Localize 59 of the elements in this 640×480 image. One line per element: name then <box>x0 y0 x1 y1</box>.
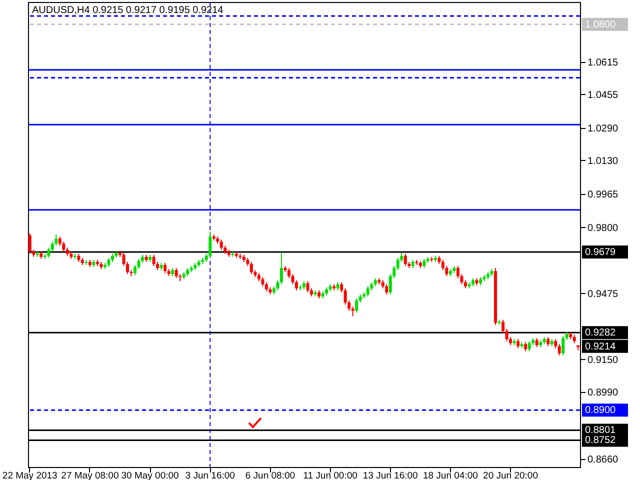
candlestick <box>502 319 505 334</box>
y-tick-label: 0.9800 <box>588 222 619 234</box>
candlestick <box>385 284 388 295</box>
candlestick <box>152 254 156 266</box>
candlestick <box>280 252 283 285</box>
candlestick <box>562 336 565 356</box>
candlestick <box>524 342 528 352</box>
candlestick <box>528 340 531 352</box>
text: 0.9214 <box>585 341 616 352</box>
candlestick <box>546 336 550 347</box>
chart-title: AUDUSD,H4 0.9215 0.9217 0.9195 0.9214 <box>32 5 224 16</box>
candlestick <box>208 230 212 258</box>
ref-line-label: 1.0800 <box>585 19 616 30</box>
candlestick <box>137 258 140 270</box>
y-tick-label: 1.0130 <box>588 156 619 167</box>
y-tick-label: 1.0455 <box>588 90 619 101</box>
ref-line-label: 0.8801 <box>585 425 616 436</box>
candlestick <box>306 280 310 293</box>
y-tick-label: 0.9475 <box>588 288 619 300</box>
y-tick-label: 0.9150 <box>588 354 619 366</box>
candlestick <box>351 306 354 317</box>
y-tick-label: 1.0615 <box>588 57 619 68</box>
candlestick <box>174 268 178 279</box>
candlestick <box>554 338 558 349</box>
candlestick <box>535 338 538 348</box>
candlestick <box>28 232 32 254</box>
candlestick <box>261 276 264 287</box>
candlestick <box>340 282 344 293</box>
candlestick <box>516 338 520 349</box>
y-tick-label: 1.0290 <box>588 123 619 134</box>
ref-line-label: 0.9282 <box>585 328 616 339</box>
y-tick-label: 0.8990 <box>588 387 619 398</box>
x-tick-label: 20 Jun 20:00 <box>483 470 538 480</box>
x-tick-label: 13 Jun 16:00 <box>362 470 418 480</box>
candlestick <box>107 257 110 268</box>
candlestick <box>355 298 358 314</box>
candlestick <box>505 328 508 342</box>
candlestick <box>276 280 280 291</box>
candlestick <box>264 282 268 292</box>
x-tick-label: 3 Jun 16:00 <box>185 470 235 480</box>
candlestick <box>294 280 298 291</box>
candlestick <box>134 264 137 276</box>
candlestick <box>396 257 400 271</box>
candlestick <box>422 258 426 269</box>
ref-line-label: 0.8752 <box>585 435 616 446</box>
candlestick <box>47 247 50 258</box>
y-tick-label: 0.8660 <box>588 454 619 466</box>
candlestick <box>558 344 561 356</box>
x-tick-label: 6 Jun 08:00 <box>245 470 296 480</box>
x-tick-label: 11 Jun 00:00 <box>303 470 358 480</box>
candlestick <box>220 239 223 250</box>
candlestick <box>164 262 167 274</box>
ref-line-label: 0.9679 <box>585 246 616 258</box>
candlestick <box>250 261 253 275</box>
ref-line-label: 0.8900 <box>585 405 616 416</box>
x-tick-label: 18 Jun 04:00 <box>422 470 478 480</box>
candlestick <box>404 253 407 266</box>
candlestick <box>366 286 370 297</box>
y-tick-label: 0.9965 <box>588 189 619 200</box>
